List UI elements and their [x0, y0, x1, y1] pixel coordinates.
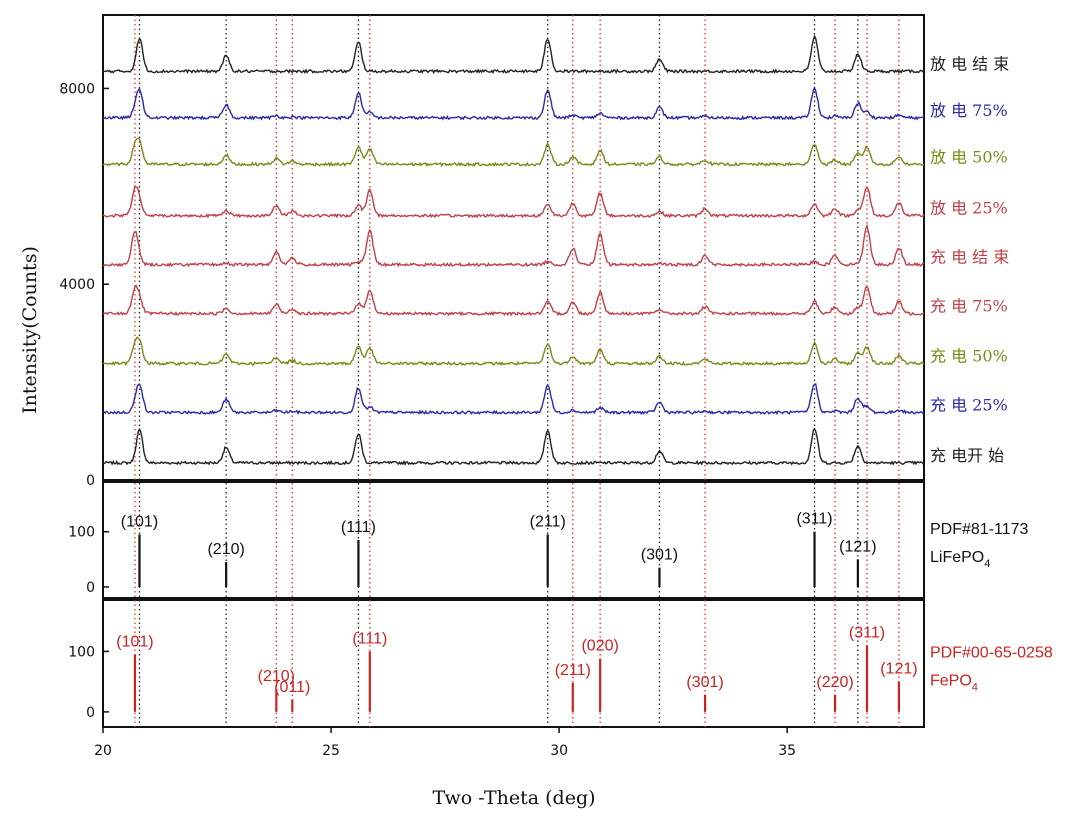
trace-label-8: 放 电 结 束 [930, 54, 1009, 73]
xrd-trace-6 [102, 137, 925, 168]
y-tick-label-xrd-0: 0 [86, 473, 95, 489]
compound-subscript: 4 [972, 682, 978, 694]
hkl-label-fepo4-6: (301) [686, 674, 723, 691]
compound-label-lifepo4: LiFePO4 [930, 549, 990, 570]
hkl-label-fepo4-0: (101) [116, 633, 153, 650]
panel-frame-fepo4 [102, 599, 925, 728]
hkl-label-fepo4-2: (011) [274, 679, 310, 696]
trace-label-7: 放 电 75% [930, 101, 1008, 120]
x-tick-label-1: 25 [322, 743, 340, 759]
compound-subscript: 4 [984, 558, 990, 570]
hkl-label-fepo4-9: (121) [880, 661, 917, 678]
hkl-label-lifepo4-5: (311) [796, 511, 832, 528]
trace-label-6: 放 电 50% [930, 147, 1008, 166]
hkl-label-lifepo4-2: (111) [341, 519, 376, 536]
y-axis-title: Intensity(Counts) [19, 246, 41, 414]
reference-card-fepo4: PDF#00-65-0258 [930, 645, 1053, 662]
hkl-label-lifepo4-0: (101) [121, 513, 158, 530]
y-tick-label-fepo4-1: 100 [68, 644, 95, 660]
hkl-label-lifepo4-3: (211) [530, 513, 566, 530]
panel-frame-lifepo4 [102, 481, 925, 599]
reference-card-lifepo4: PDF#81-1173 [930, 521, 1029, 538]
y-tick-label-xrd-2: 8000 [59, 81, 95, 97]
trace-label-1: 充 电 25% [930, 395, 1008, 414]
xrd-trace-4 [102, 223, 925, 268]
xrd-trace-2 [102, 336, 925, 367]
hkl-label-fepo4-4: (211) [555, 662, 591, 679]
x-tick-label-2: 30 [550, 743, 568, 759]
guide-lines [134, 15, 900, 727]
xrd-trace-3 [102, 284, 925, 317]
xrd-trace-7 [103, 85, 925, 121]
trace-label-4: 充 电 结 束 [930, 248, 1009, 267]
xrd-traces [102, 34, 925, 466]
xrd-trace-0 [102, 427, 925, 466]
trace-label-0: 充 电开 始 [930, 446, 1004, 465]
hkl-label-lifepo4-4: (301) [641, 547, 678, 564]
reference-peaks [133, 531, 901, 712]
y-tick-label-fepo4-0: 0 [86, 705, 95, 721]
xrd-trace-1 [102, 383, 925, 416]
axes: 0 4000 8000 0 100 0 100 20 25 30 35 [59, 81, 796, 759]
y-tick-label-xrd-1: 4000 [59, 277, 95, 293]
y-tick-label-lifepo4-1: 100 [68, 525, 95, 541]
compound-label-fepo4: FePO4 [930, 673, 978, 694]
hkl-label-fepo4-8: (311) [849, 624, 885, 641]
hkl-label-fepo4-1: (210) [258, 668, 295, 685]
trace-labels: 充 电开 始充 电 25% 充 电 50% 充 电 75% 充 电 结 束放 电 25… [930, 54, 1009, 465]
hkl-label-fepo4-5: (020) [581, 638, 618, 655]
hkl-label-fepo4-7: (220) [816, 674, 853, 691]
trace-label-5: 放 电 25% [930, 199, 1008, 218]
hkl-label-lifepo4-6: (121) [839, 538, 876, 555]
xrd-trace-5 [102, 184, 925, 219]
hkl-label-fepo4-3: (111) [352, 630, 387, 647]
hkl-label-lifepo4-1: (210) [207, 541, 244, 558]
xrd-trace-8 [102, 34, 925, 75]
trace-label-3: 充 电 75% [930, 297, 1008, 316]
x-tick-label-3: 35 [778, 743, 796, 759]
x-tick-label-0: 20 [94, 743, 112, 759]
x-axis-title: Two -Theta (deg) [432, 787, 595, 809]
reference-labels: (101) (210) (111) (211) (301) (311) (121) PDF#8… [116, 511, 1053, 696]
y-tick-label-lifepo4-0: 0 [86, 580, 95, 596]
panel-frame-xrd [102, 14, 925, 481]
panel-frames [102, 14, 925, 728]
trace-label-2: 充 电 50% [930, 347, 1008, 366]
